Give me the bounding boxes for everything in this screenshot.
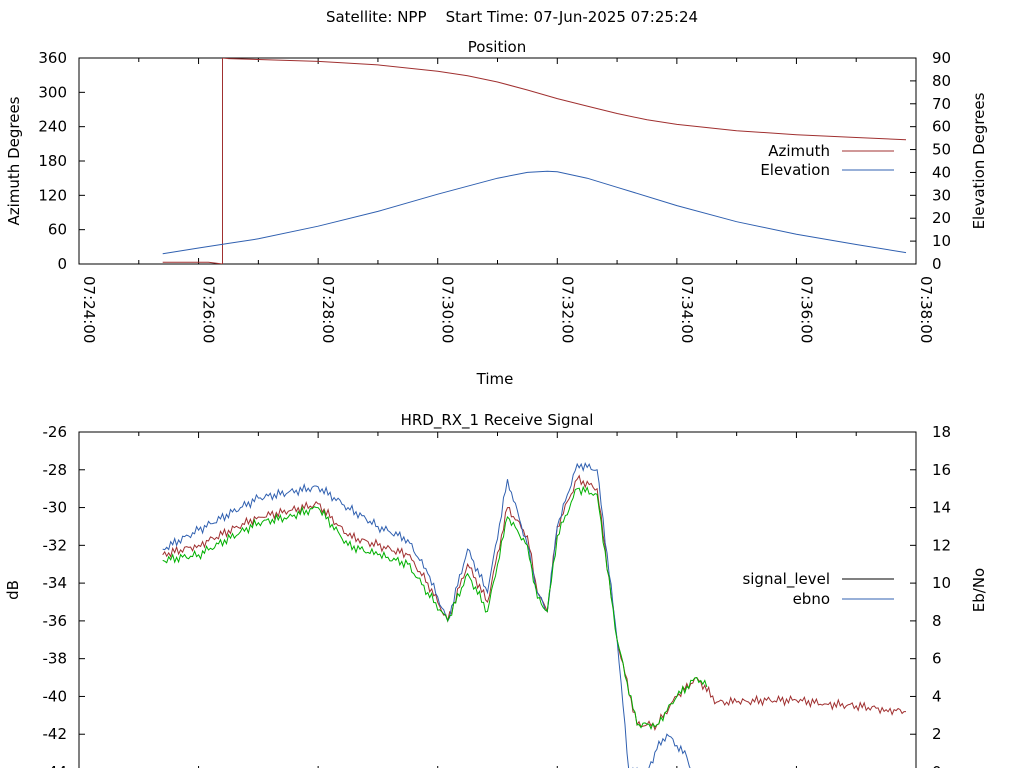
position-title: Position	[468, 38, 526, 56]
signal-y2-axis-label: Eb/No	[970, 568, 988, 612]
legend-label-signal-level: signal_level	[742, 570, 830, 589]
x-tick-label: 07:30:00	[439, 276, 457, 343]
y2-tick-label: 80	[932, 72, 951, 90]
y-tick-label: -38	[43, 650, 68, 668]
signal-legend: signal_level ebno	[742, 570, 894, 608]
y-tick-label: -26	[43, 423, 68, 441]
y2-tick-label: 40	[932, 163, 951, 181]
signal-y-axis-label: dB	[4, 580, 22, 600]
y-tick-label: 300	[38, 83, 67, 101]
y2-tick-label: 16	[932, 461, 951, 479]
y-tick-label: 360	[38, 49, 67, 67]
signal-plot-frame	[78, 431, 917, 768]
y-tick-label: 120	[38, 186, 67, 204]
y-tick-label: -34	[43, 574, 68, 592]
y2-tick-label: 70	[932, 95, 951, 113]
signal-tick-labels: -26 -28 -30 -32 -34 -36 -38 -40 -42 -44 0 2 4 6 8 10 12 1…	[43, 423, 952, 768]
y2-tick-label: 14	[932, 499, 951, 517]
legend-label-azimuth: Azimuth	[768, 142, 830, 160]
y2-tick-label: 12	[932, 536, 951, 554]
legend-label-elevation: Elevation	[760, 161, 830, 179]
y2-tick-label: 0	[932, 763, 942, 768]
x-tick-label: 07:34:00	[678, 276, 696, 343]
position-panel: Position 07:24:00 07:26:00 07:28:00 07:30:0…	[5, 38, 988, 388]
y-tick-label: 60	[48, 221, 67, 239]
series-line-azimuth	[162, 58, 907, 264]
satellite-label: Satellite: NPP	[325, 8, 427, 26]
position-x-axis-label: Time	[476, 370, 514, 388]
x-tick-label: 07:24:00	[80, 276, 98, 343]
x-tick-label: 07:28:00	[319, 276, 337, 343]
x-tick-label: 07:38:00	[917, 276, 935, 343]
y2-tick-label: 4	[932, 687, 942, 705]
y2-tick-label: 20	[932, 209, 951, 227]
legend-label-ebno: ebno	[793, 590, 830, 608]
y2-tick-label: 90	[932, 49, 951, 67]
position-ticks	[78, 57, 917, 265]
y-tick-label: -40	[43, 687, 68, 705]
signal-series	[162, 462, 906, 768]
position-series	[162, 58, 907, 264]
y-tick-label: -30	[43, 499, 68, 517]
y-tick-label: -36	[43, 612, 68, 630]
position-y-axis-label: Azimuth Degrees	[5, 96, 23, 225]
y-tick-label: -42	[43, 725, 68, 743]
signal-ticks	[78, 431, 917, 768]
y2-tick-label: 60	[932, 118, 951, 136]
chart-header: Satellite: NPP Start Time: 07-Jun-2025 0…	[0, 8, 1024, 26]
series-line-elevation	[162, 170, 907, 255]
y2-tick-label: 10	[932, 574, 951, 592]
y-tick-label: -44	[43, 763, 68, 768]
y2-tick-label: 50	[932, 141, 951, 159]
y2-tick-label: 30	[932, 186, 951, 204]
x-tick-label: 07:26:00	[200, 276, 218, 343]
series-line-ebno	[162, 462, 691, 768]
signal-panel: HRD_RX_1 Receive Signal -26-28-30-32-34-…	[4, 411, 988, 768]
y-tick-label: -32	[43, 536, 68, 554]
y2-tick-label: 10	[932, 232, 951, 250]
y2-tick-label: 8	[932, 612, 942, 630]
y2-tick-label: 0	[932, 255, 942, 273]
start-time-label: Start Time: 07-Jun-2025 07:25:24	[445, 8, 699, 26]
position-legend: Azimuth Elevation	[760, 142, 894, 179]
y2-tick-label: 2	[932, 725, 942, 743]
x-tick-label: 07:32:00	[558, 276, 576, 343]
x-tick-label: 07:36:00	[797, 276, 815, 343]
y2-tick-label: 6	[932, 650, 942, 668]
signal-title: HRD_RX_1 Receive Signal	[401, 411, 594, 430]
y2-tick-label: 18	[932, 423, 951, 441]
y-tick-label: 180	[38, 152, 67, 170]
position-tick-labels: 07:24:00 07:26:00 07:28:00 07:30:00 07:32:00…	[38, 49, 951, 343]
y-tick-label: 240	[38, 118, 67, 136]
y-tick-label: -28	[43, 461, 68, 479]
position-y2-axis-label: Elevation Degrees	[970, 92, 988, 229]
series-line-2	[162, 485, 708, 731]
y-tick-label: 0	[57, 255, 67, 273]
